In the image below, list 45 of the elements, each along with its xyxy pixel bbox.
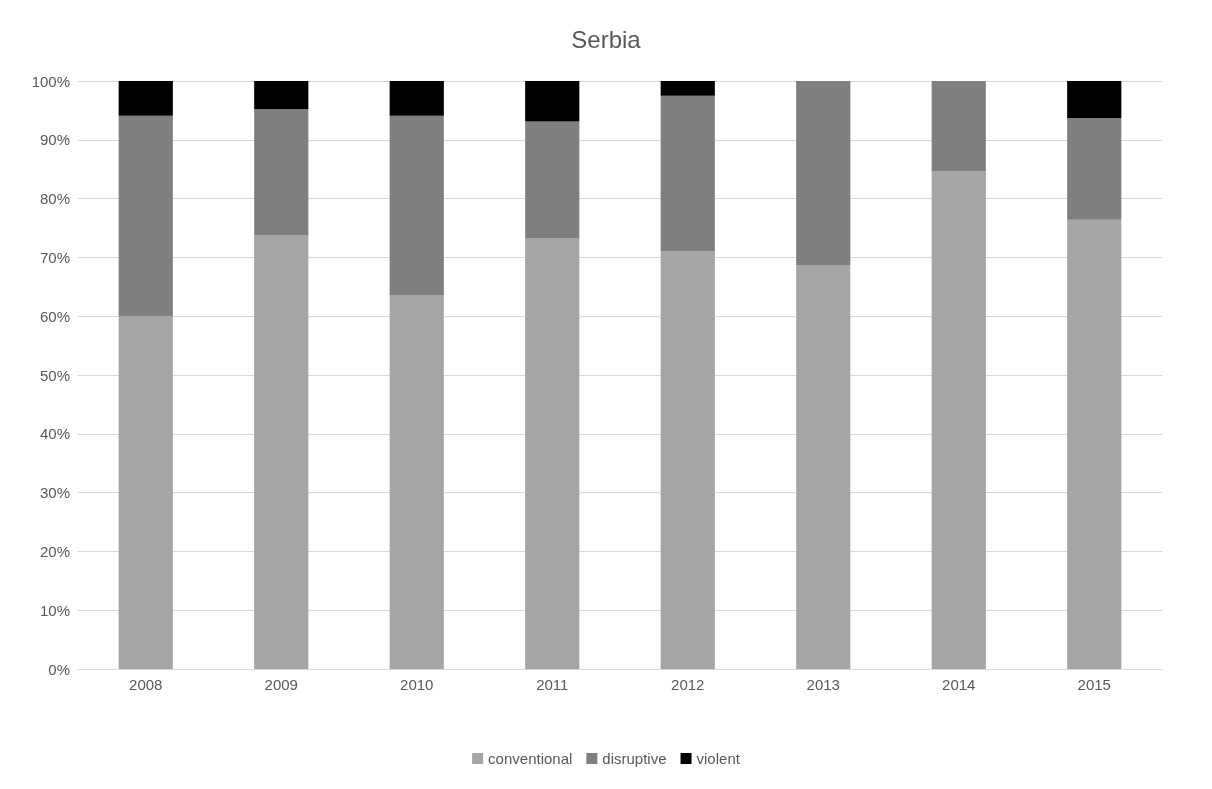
y-tick-label: 100% bbox=[31, 72, 70, 90]
x-tick-label: 2013 bbox=[806, 676, 840, 693]
y-tick-label: 30% bbox=[39, 484, 70, 502]
bar bbox=[796, 265, 851, 669]
x-tick-label: 2014 bbox=[942, 676, 976, 693]
legend-label: disruptive bbox=[602, 750, 667, 767]
bar bbox=[1067, 81, 1122, 119]
x-tick-label: 2010 bbox=[400, 676, 434, 693]
bar bbox=[660, 251, 715, 669]
y-tick-label: 90% bbox=[39, 131, 70, 149]
y-tick-label: 10% bbox=[39, 601, 70, 619]
bar bbox=[389, 115, 444, 296]
y-tick-label: 80% bbox=[39, 190, 70, 208]
x-tick-label: 2012 bbox=[671, 676, 705, 693]
x-tick-label: 2009 bbox=[264, 676, 298, 693]
y-tick-label: 60% bbox=[39, 307, 70, 325]
legend-label: conventional bbox=[488, 750, 573, 767]
y-tick-label: 20% bbox=[39, 542, 70, 560]
bar bbox=[931, 81, 986, 172]
chart-title: Serbia bbox=[571, 25, 642, 53]
y-tick-label: 40% bbox=[39, 425, 70, 443]
bar bbox=[796, 81, 851, 266]
bar bbox=[525, 238, 580, 669]
legend-label: violent bbox=[696, 750, 741, 767]
bar bbox=[118, 115, 173, 317]
bar bbox=[254, 81, 309, 110]
bar bbox=[660, 81, 715, 96]
bar bbox=[118, 81, 173, 116]
bar bbox=[118, 316, 173, 669]
bar bbox=[931, 171, 986, 669]
bar bbox=[389, 81, 444, 116]
x-tick-label: 2011 bbox=[536, 676, 569, 693]
y-tick-label: 70% bbox=[39, 248, 70, 266]
y-tick-label: 50% bbox=[39, 366, 70, 384]
bar bbox=[254, 109, 309, 236]
bar bbox=[1067, 118, 1122, 220]
x-tick-label: 2008 bbox=[129, 676, 163, 693]
bar bbox=[660, 95, 715, 252]
bar bbox=[389, 295, 444, 669]
y-tick-label: 0% bbox=[48, 660, 70, 678]
bar bbox=[1067, 219, 1122, 669]
bar bbox=[525, 121, 580, 239]
x-tick-label: 2015 bbox=[1077, 676, 1111, 693]
bar bbox=[525, 81, 580, 122]
bar bbox=[254, 235, 309, 669]
